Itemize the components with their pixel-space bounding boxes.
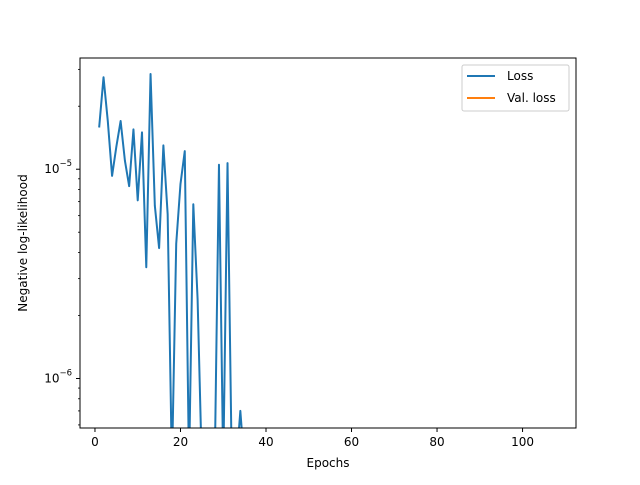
data-point-loss [98,125,100,128]
plot-frame [79,57,577,429]
x-tick-label: 40 [258,435,273,449]
x-axis: 0 20 40 60 80 100 [91,428,534,449]
x-tick-label: 60 [344,435,359,449]
y-axis-label: Negative log-likelihood [16,174,30,311]
data-point-loss [102,76,105,78]
data-point-loss [218,164,220,166]
data-point-loss [111,175,113,177]
y-tick-label: 10−6 [44,368,72,385]
data-point-loss [162,144,164,146]
series-layer [98,73,243,428]
data-point-loss [128,185,130,187]
data-point-loss [184,150,186,152]
data-point-loss [154,205,156,207]
data-point-loss [239,410,241,412]
plot-area [80,58,576,428]
x-tick-label: 0 [91,435,99,449]
data-point-loss [145,266,147,268]
data-point-loss [149,73,152,75]
x-tick-label: 20 [173,435,188,449]
legend: Loss Val. loss [461,64,570,112]
data-point-loss [120,120,122,122]
x-tick-label: 100 [511,435,534,449]
legend-label-val-loss: Val. loss [507,91,556,105]
y-tick-label: 10−5 [44,159,72,176]
data-point-loss [115,146,117,148]
data-point-loss [158,247,160,249]
data-point-loss [226,162,229,164]
x-tick-label: 80 [429,435,444,449]
data-point-loss [167,213,169,215]
data-point-loss [107,120,109,122]
data-point-loss [132,128,135,130]
legend-label-loss: Loss [507,69,533,83]
data-point-loss [179,183,182,185]
series-line-loss [98,73,243,428]
data-point-loss [137,199,139,201]
data-point-loss [124,159,126,162]
data-point-loss [175,243,177,245]
data-point-loss [192,203,194,205]
data-point-loss [196,298,199,300]
data-point-loss [141,131,143,133]
y-axis: 10−6 10−5 [44,68,80,426]
x-axis-label: Epochs [307,456,350,470]
